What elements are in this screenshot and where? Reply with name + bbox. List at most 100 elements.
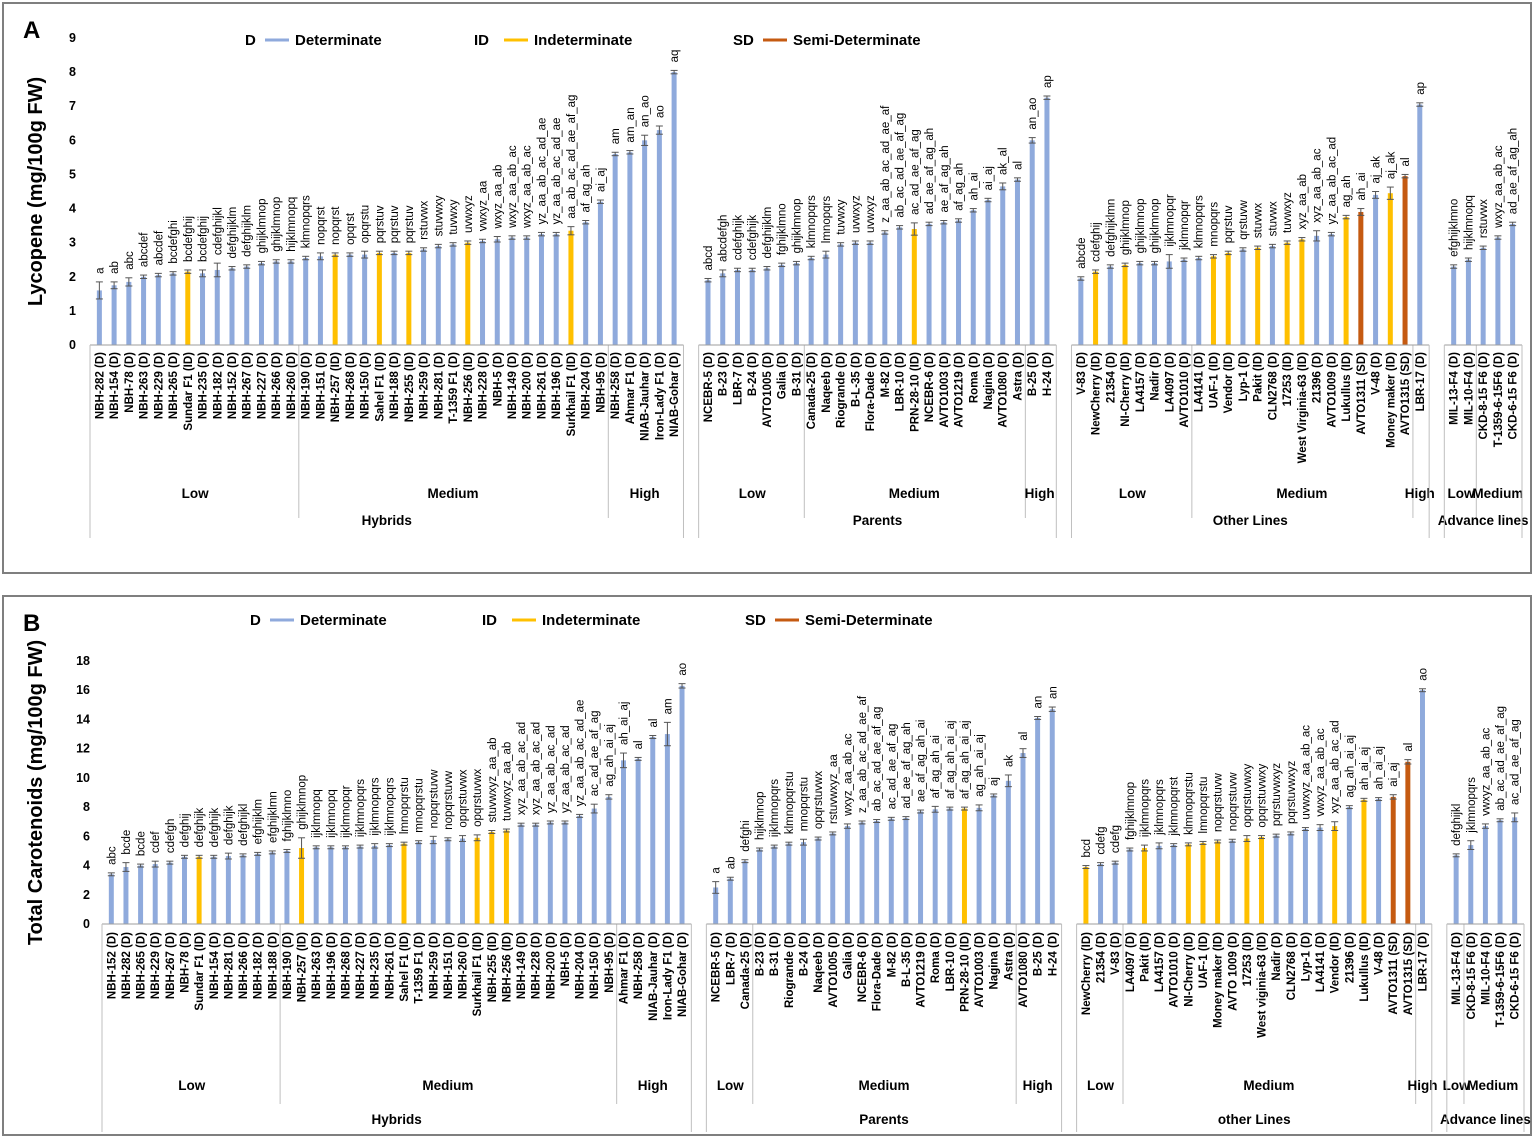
category-group: abcde V-83 (D) cdefghij NewCherry (ID) defgh…: [1070, 82, 1435, 538]
significance-letters: ab_ac_ad_ae_af_ag: [895, 113, 907, 218]
y-tick-label: 2: [69, 270, 76, 284]
bar: [435, 246, 441, 345]
significance-letters: qrstuvw: [1238, 199, 1250, 239]
x-tick-label: NBH-235 (D): [198, 352, 210, 419]
significance-letters: an_ao: [1027, 98, 1039, 130]
bar: [627, 152, 633, 345]
x-tick-label: NI-Cherry (ID): [1120, 352, 1132, 427]
significance-letters: z_aa_ab_ac_ad_ae_af: [857, 695, 869, 813]
significance-letters: defghijkl: [238, 804, 250, 846]
significance-letters: al: [1012, 161, 1024, 170]
significance-letters: stuvwxy: [433, 195, 445, 236]
significance-letters: ghijklmnop: [1120, 200, 1132, 255]
significance-letters: pqrstuvwxyz: [1271, 763, 1283, 827]
significance-letters: vwxyz_aa_ab_ac: [1480, 727, 1492, 815]
bar: [430, 839, 436, 924]
x-tick-label: NBH-266 (D): [271, 352, 283, 419]
bar: [591, 808, 597, 924]
bar: [1098, 864, 1104, 924]
x-tick-label: LBR-7 (D): [725, 932, 737, 985]
bar: [288, 261, 294, 345]
bar: [547, 822, 553, 924]
significance-letters: ghijklmnop: [1150, 198, 1162, 253]
significance-letters: opqrst: [345, 212, 357, 245]
significance-letters: opqrstuvwxy: [1257, 763, 1269, 827]
significance-letters: fghijklmno: [777, 203, 789, 255]
x-tick-label: NBH-190 (D): [282, 932, 294, 999]
x-tick-label: 21354 (D): [1096, 932, 1108, 983]
x-tick-label: LBR-17 (D): [1415, 352, 1427, 412]
significance-letters: hijklmnop: [755, 791, 767, 840]
bar: [229, 268, 235, 345]
x-tick-label: H-24 (D): [1042, 352, 1054, 396]
bar: [1029, 140, 1035, 345]
significance-letters: yz_aa_ab_ac_ad: [560, 725, 572, 813]
significance-letters: abcdef: [153, 230, 165, 265]
x-tick-label: NBH-229 (D): [150, 932, 162, 999]
significance-letters: xyz_aa_ab_ac_ad: [1330, 720, 1342, 813]
x-tick-label: NBH-196 (D): [551, 352, 563, 419]
bar: [1387, 193, 1393, 345]
subgroup-label: High: [638, 1078, 668, 1093]
significance-letters: ad_ae_af_ag_ah: [924, 128, 936, 214]
subgroup-label: Low: [182, 486, 209, 501]
bar: [1000, 186, 1006, 345]
significance-letters: ijklmnopq: [311, 789, 323, 838]
bar: [155, 275, 161, 345]
bar: [450, 244, 456, 345]
bar: [961, 808, 967, 924]
significance-letters: tuvwxy: [836, 199, 848, 234]
group-label: Parents: [859, 1112, 909, 1127]
x-tick-label: B-25 (D): [1033, 932, 1045, 976]
x-tick-label: AVTO1315 (SD): [1403, 932, 1415, 1015]
bar: [1215, 841, 1221, 924]
bar: [273, 261, 279, 345]
x-tick-label: NBH-263 (D): [311, 932, 323, 999]
subgroup-label: Medium: [889, 486, 940, 501]
x-tick-label: MIL-10-F4 (D): [1463, 352, 1475, 425]
x-tick-label: NBH-152 (D): [227, 352, 239, 419]
subgroup-label: Low: [1119, 486, 1146, 501]
significance-letters: defghijkl: [1451, 804, 1463, 846]
x-tick-label: V-83 (D): [1076, 352, 1088, 395]
significance-letters: ghijklmnop: [791, 198, 803, 253]
bar: [970, 210, 976, 345]
x-tick-label: Money maker (ID): [1213, 932, 1225, 1028]
significance-letters: nopqrstuvw: [1227, 772, 1239, 832]
subgroup-label: Medium: [858, 1078, 909, 1093]
significance-letters: cdefg: [1096, 826, 1108, 854]
bar: [779, 264, 785, 345]
bar: [1196, 258, 1202, 345]
bar: [757, 849, 763, 924]
bar: [1181, 259, 1187, 345]
x-tick-label: Astra (D): [1012, 352, 1024, 401]
bar: [903, 818, 909, 924]
x-tick-label: Surkhail F1 (ID): [472, 932, 484, 1017]
x-tick-label: Galia (D): [777, 352, 789, 399]
subgroup-label: High: [1407, 1078, 1437, 1093]
significance-letters: ijklmnopqr: [340, 785, 352, 838]
bar: [844, 826, 850, 924]
bar: [838, 244, 844, 345]
significance-letters: klmnopqrs: [806, 195, 818, 248]
significance-letters: xyz_aa_ab: [1297, 174, 1309, 230]
significance-letters: af_ag_ah_ai_aj: [945, 720, 957, 799]
x-tick-label: NI-Cherry (ID): [1183, 932, 1195, 1007]
significance-letters: lmnopqrstu: [1198, 777, 1210, 834]
bar: [1328, 234, 1334, 345]
x-tick-label: B-31 (D): [791, 352, 803, 396]
x-tick-label: NBH-281 (D): [223, 932, 235, 999]
significance-letters: ai_aj: [983, 166, 995, 190]
significance-letters: opqrstuvwxy: [1242, 763, 1254, 827]
y-tick-label: 8: [69, 65, 76, 79]
significance-letters: ae_af_ag_ah: [939, 145, 951, 212]
bar: [1225, 252, 1231, 345]
x-tick-label: CKD-6-15 F6 (D): [1508, 352, 1520, 440]
x-tick-label: NBH-154 (D): [109, 352, 121, 419]
chart-panel-a: A D Determinate ID Indeterminate SD Semi-Deter…: [2, 2, 1532, 574]
x-tick-label: NBH-200 (D): [522, 352, 534, 419]
x-tick-label: NBH-190 (D): [301, 352, 313, 419]
x-tick-label: Galia (D): [842, 932, 854, 979]
x-tick-label: NBH-228 (D): [531, 932, 543, 999]
significance-letters: stuvwx: [1253, 203, 1265, 238]
